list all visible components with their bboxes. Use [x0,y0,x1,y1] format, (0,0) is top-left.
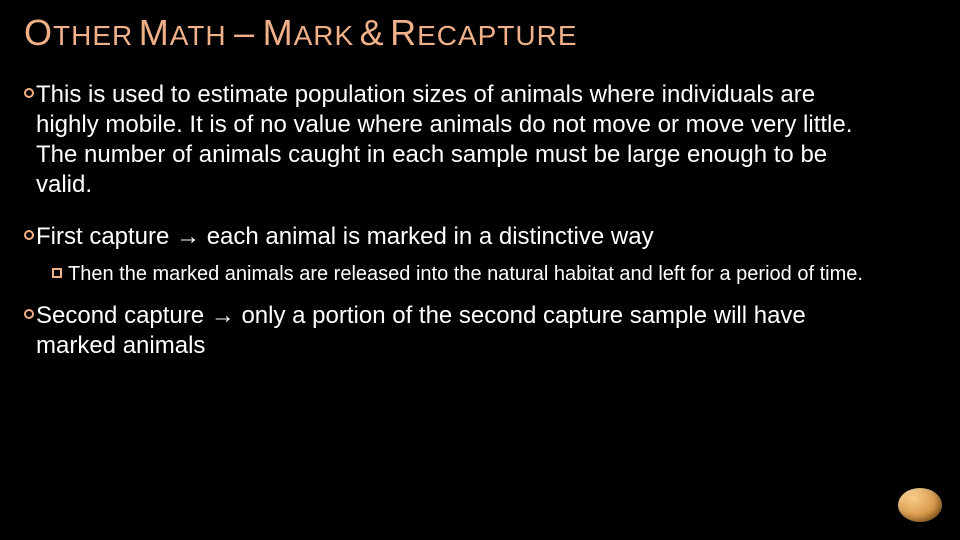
slide-content: This is used to estimate population size… [24,80,880,361]
ring-bullet-icon [24,88,34,98]
title-w3-rest: ARK [294,20,355,51]
sub-bullet-text: Then the marked animals are released int… [68,262,863,287]
sub-bullet-item: Then the marked animals are released int… [52,262,880,287]
square-bullet-icon [52,268,62,278]
title-w4-cap: R [390,12,417,53]
title-w4-rest: ECAPTURE [417,20,577,51]
title-dash: – [234,12,255,53]
title-w2-rest: ATH [170,20,227,51]
bullet-item: Second capture → only a portion of the s… [24,301,880,361]
title-w2-cap: M [139,12,170,53]
title-w3-cap: M [263,12,294,53]
slide-title: OTHER MATH – MARK & RECAPTURE [24,12,578,54]
bullet-item: This is used to estimate population size… [24,80,880,200]
ring-bullet-icon [24,309,34,319]
bullet-text: First capture → each animal is marked in… [36,222,654,252]
title-w1-rest: THER [53,20,133,51]
title-w1-cap: O [24,12,53,53]
title-amp: & [360,12,385,53]
ring-bullet-icon [24,230,34,240]
bullet-text: This is used to estimate population size… [36,80,880,200]
decorative-ellipse-icon [898,488,942,522]
bullet-item: First capture → each animal is marked in… [24,222,880,252]
bullet-text: Second capture → only a portion of the s… [36,301,880,361]
